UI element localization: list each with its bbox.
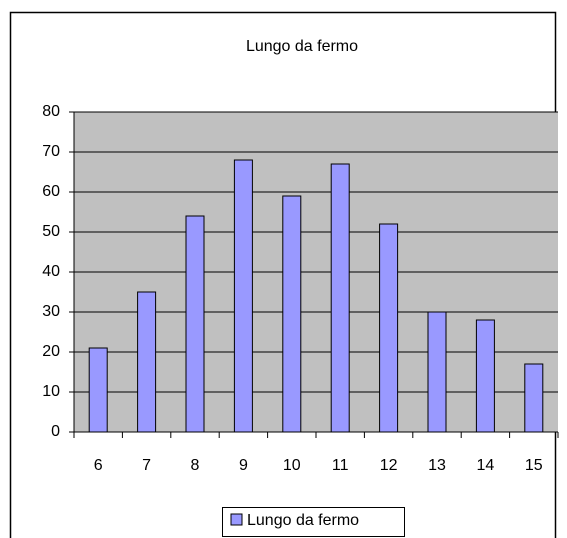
x-tick-label: 9 <box>239 457 248 474</box>
y-tick-label: 60 <box>42 183 60 200</box>
x-tick-label: 6 <box>94 457 103 474</box>
bar <box>330 163 350 433</box>
bar <box>427 311 447 433</box>
y-tick-label: 0 <box>51 423 60 440</box>
x-tick-label: 14 <box>477 457 495 474</box>
y-tick-label: 50 <box>42 223 60 240</box>
x-tick-label: 10 <box>283 457 301 474</box>
y-tick-label: 20 <box>42 343 60 360</box>
bar <box>88 347 108 433</box>
bar <box>524 363 544 433</box>
bar <box>475 319 495 433</box>
x-tick-label: 15 <box>525 457 543 474</box>
x-tick-label: 7 <box>142 457 151 474</box>
x-tick-label: 12 <box>380 457 398 474</box>
bar <box>379 223 399 433</box>
y-tick-label: 40 <box>42 263 60 280</box>
y-tick-label: 10 <box>42 383 60 400</box>
bar <box>282 195 302 433</box>
legend-box <box>222 507 405 537</box>
y-tick-label: 70 <box>42 143 60 160</box>
chart-title: Lungo da fermo <box>246 38 358 55</box>
legend-marker <box>230 513 243 526</box>
bar <box>185 215 205 433</box>
bar <box>233 159 253 433</box>
y-tick-label: 80 <box>42 103 60 120</box>
x-tick-label: 13 <box>428 457 446 474</box>
x-tick-label: 8 <box>191 457 200 474</box>
y-tick-label: 30 <box>42 303 60 320</box>
x-tick-label: 11 <box>332 457 349 474</box>
bar <box>137 291 157 433</box>
legend-label: Lungo da fermo <box>247 512 359 529</box>
